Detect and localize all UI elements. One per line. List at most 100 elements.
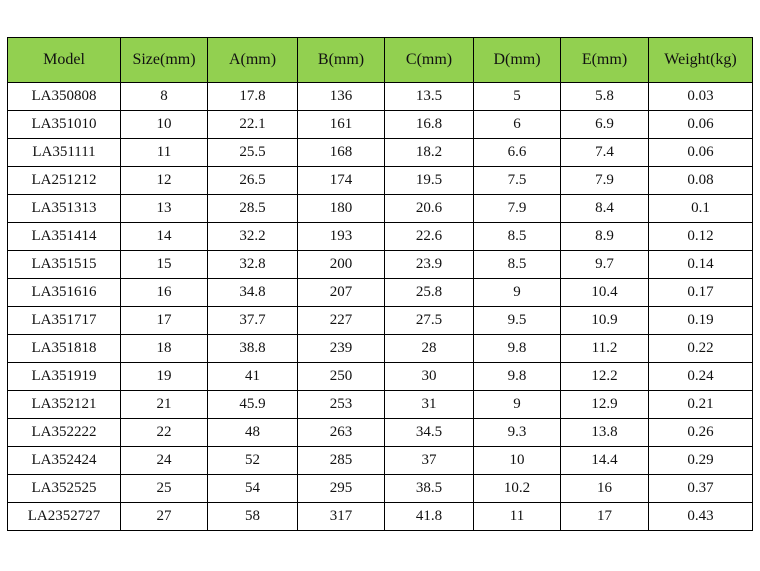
model-cell: LA351414 bbox=[7, 222, 121, 251]
column-header: Size(mm) bbox=[120, 37, 208, 83]
table-cell: 27.5 bbox=[384, 306, 474, 335]
table-cell: 263 bbox=[297, 418, 385, 447]
table-cell: 41 bbox=[207, 362, 298, 391]
table-row: LA351515 15 32.8 200 23.9 8.5 9.7 0.14 bbox=[7, 250, 753, 279]
table-cell: 7.4 bbox=[560, 138, 649, 167]
table-cell: 12 bbox=[120, 166, 208, 195]
table-cell: 9.7 bbox=[560, 250, 649, 279]
table-cell: 161 bbox=[297, 110, 385, 139]
table-cell: 38.5 bbox=[384, 474, 474, 503]
table-cell: 227 bbox=[297, 306, 385, 335]
table-cell: 30 bbox=[384, 362, 474, 391]
table-cell: 34.8 bbox=[207, 278, 298, 307]
table-row: LA352525 25 54 295 38.5 10.2 16 0.37 bbox=[7, 474, 753, 503]
table-cell: 8.4 bbox=[560, 194, 649, 223]
spec-table-container: Model Size(mm) A(mm) B(mm) C(mm) D(mm) E(mm) We… bbox=[7, 37, 753, 531]
table-cell: 9 bbox=[473, 278, 561, 307]
table-cell: 0.06 bbox=[648, 138, 753, 167]
table-row: LA351818 18 38.8 239 28 9.8 11.2 0.22 bbox=[7, 334, 753, 363]
table-cell: 31 bbox=[384, 390, 474, 419]
column-header: B(mm) bbox=[297, 37, 385, 83]
table-cell: 16 bbox=[120, 278, 208, 307]
table-cell: 0.37 bbox=[648, 474, 753, 503]
table-cell: 22.1 bbox=[207, 110, 298, 139]
table-cell: 9.5 bbox=[473, 306, 561, 335]
table-cell: 180 bbox=[297, 194, 385, 223]
table-cell: 12.2 bbox=[560, 362, 649, 391]
table-cell: 9.8 bbox=[473, 334, 561, 363]
table-cell: 6 bbox=[473, 110, 561, 139]
table-cell: 17.8 bbox=[207, 82, 298, 111]
table-row: LA251212 12 26.5 174 19.5 7.5 7.9 0.08 bbox=[7, 166, 753, 195]
table-cell: 9.3 bbox=[473, 418, 561, 447]
table-cell: 45.9 bbox=[207, 390, 298, 419]
table-cell: 0.24 bbox=[648, 362, 753, 391]
table-cell: 12.9 bbox=[560, 390, 649, 419]
table-cell: 28.5 bbox=[207, 194, 298, 223]
model-cell: LA351919 bbox=[7, 362, 121, 391]
table-cell: 7.5 bbox=[473, 166, 561, 195]
table-cell: 10 bbox=[120, 110, 208, 139]
table-cell: 25 bbox=[120, 474, 208, 503]
table-cell: 58 bbox=[207, 502, 298, 531]
table-cell: 10.2 bbox=[473, 474, 561, 503]
table-cell: 48 bbox=[207, 418, 298, 447]
table-cell: 28 bbox=[384, 334, 474, 363]
table-cell: 26.5 bbox=[207, 166, 298, 195]
table-row: LA351616 16 34.8 207 25.8 9 10.4 0.17 bbox=[7, 278, 753, 307]
table-cell: 285 bbox=[297, 446, 385, 475]
table-cell: 136 bbox=[297, 82, 385, 111]
model-cell: LA352525 bbox=[7, 474, 121, 503]
table-header-row: Model Size(mm) A(mm) B(mm) C(mm) D(mm) E(mm) We… bbox=[7, 37, 753, 83]
table-cell: 0.06 bbox=[648, 110, 753, 139]
table-cell: 200 bbox=[297, 250, 385, 279]
table-cell: 193 bbox=[297, 222, 385, 251]
table-cell: 38.8 bbox=[207, 334, 298, 363]
table-cell: 17 bbox=[560, 502, 649, 531]
table-cell: 5 bbox=[473, 82, 561, 111]
table-cell: 174 bbox=[297, 166, 385, 195]
model-cell: LA2352727 bbox=[7, 502, 121, 531]
model-cell: LA351111 bbox=[7, 138, 121, 167]
table-cell: 19 bbox=[120, 362, 208, 391]
table-cell: 18.2 bbox=[384, 138, 474, 167]
table-cell: 0.03 bbox=[648, 82, 753, 111]
table-cell: 7.9 bbox=[473, 194, 561, 223]
model-cell: LA352121 bbox=[7, 390, 121, 419]
table-cell: 19.5 bbox=[384, 166, 474, 195]
table-cell: 27 bbox=[120, 502, 208, 531]
table-cell: 14 bbox=[120, 222, 208, 251]
model-cell: LA350808 bbox=[7, 82, 121, 111]
table-cell: 15 bbox=[120, 250, 208, 279]
table-cell: 11.2 bbox=[560, 334, 649, 363]
table-cell: 32.2 bbox=[207, 222, 298, 251]
table-cell: 11 bbox=[473, 502, 561, 531]
table-row: LA351010 10 22.1 161 16.8 6 6.9 0.06 bbox=[7, 110, 753, 139]
table-cell: 0.22 bbox=[648, 334, 753, 363]
table-cell: 9.8 bbox=[473, 362, 561, 391]
table-cell: 14.4 bbox=[560, 446, 649, 475]
table-cell: 239 bbox=[297, 334, 385, 363]
table-cell: 21 bbox=[120, 390, 208, 419]
table-cell: 52 bbox=[207, 446, 298, 475]
model-cell: LA351818 bbox=[7, 334, 121, 363]
table-row: LA352222 22 48 263 34.5 9.3 13.8 0.26 bbox=[7, 418, 753, 447]
column-header: D(mm) bbox=[473, 37, 561, 83]
table-cell: 13 bbox=[120, 194, 208, 223]
table-cell: 10.9 bbox=[560, 306, 649, 335]
table-cell: 17 bbox=[120, 306, 208, 335]
column-header: A(mm) bbox=[207, 37, 298, 83]
table-cell: 25.8 bbox=[384, 278, 474, 307]
model-cell: LA351515 bbox=[7, 250, 121, 279]
model-cell: LA351010 bbox=[7, 110, 121, 139]
table-cell: 24 bbox=[120, 446, 208, 475]
table-cell: 34.5 bbox=[384, 418, 474, 447]
model-cell: LA352222 bbox=[7, 418, 121, 447]
table-cell: 8.5 bbox=[473, 250, 561, 279]
table-cell: 8 bbox=[120, 82, 208, 111]
column-header: Model bbox=[7, 37, 121, 83]
table-cell: 0.29 bbox=[648, 446, 753, 475]
table-cell: 295 bbox=[297, 474, 385, 503]
model-cell: LA251212 bbox=[7, 166, 121, 195]
table-cell: 0.17 bbox=[648, 278, 753, 307]
